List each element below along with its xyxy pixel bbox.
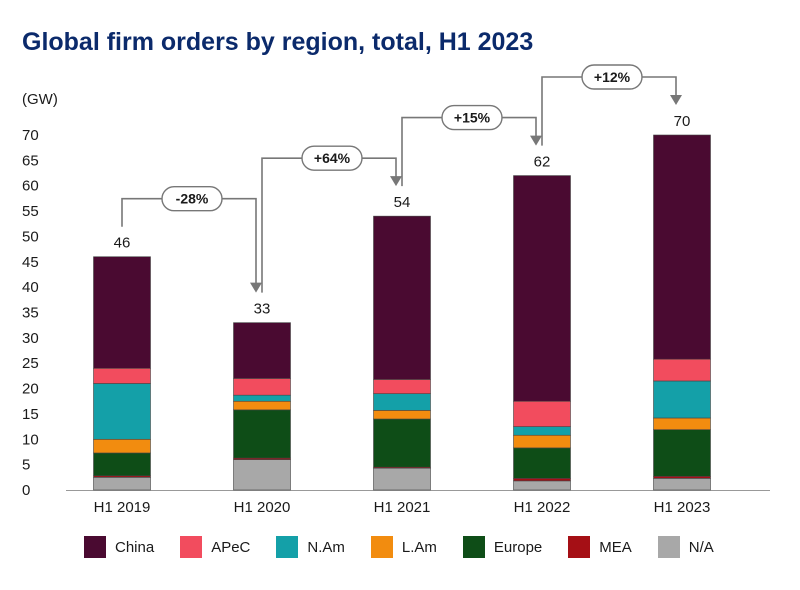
legend-swatch bbox=[84, 536, 106, 558]
bar-segment bbox=[93, 452, 151, 477]
legend-label: APeC bbox=[211, 538, 251, 556]
y-axis-unit: (GW) bbox=[22, 91, 58, 108]
legend-item: APeC bbox=[180, 536, 250, 558]
change-badge bbox=[581, 64, 643, 90]
bar-segment bbox=[373, 418, 431, 468]
bar-segment bbox=[513, 480, 571, 491]
bar-segment bbox=[93, 367, 151, 384]
change-badge bbox=[441, 104, 503, 131]
x-tick-label: H1 2020 bbox=[234, 499, 291, 516]
bar-segment bbox=[233, 322, 291, 379]
y-tick-label: 65 bbox=[22, 152, 39, 169]
bar-total-label: 46 bbox=[114, 235, 131, 252]
x-tick-label: H1 2022 bbox=[514, 499, 571, 516]
change-label: -28% bbox=[176, 191, 209, 207]
legend-swatch bbox=[276, 536, 299, 558]
bar-segment bbox=[513, 447, 571, 479]
bar-segment bbox=[233, 459, 291, 491]
bar-segment bbox=[373, 379, 431, 394]
change-label: +12% bbox=[594, 69, 631, 85]
legend-label: N/A bbox=[688, 538, 714, 556]
bar-segment bbox=[513, 426, 571, 436]
legend-swatch bbox=[657, 536, 680, 558]
bar-segment bbox=[513, 434, 571, 449]
legend-item: MEA bbox=[568, 536, 632, 558]
chart-legend: China APeC N.Am L.Am Europe MEA N/A bbox=[84, 536, 740, 558]
legend-swatch bbox=[180, 536, 203, 558]
legend-label: MEA bbox=[599, 538, 632, 556]
bar-segment bbox=[513, 175, 571, 402]
legend-item: China bbox=[84, 536, 154, 558]
bar-total-label: 70 bbox=[674, 113, 691, 130]
y-tick-label: 10 bbox=[22, 431, 39, 448]
legend-label: China bbox=[115, 538, 155, 556]
bar-segment bbox=[373, 393, 431, 411]
bar-segment bbox=[653, 429, 711, 477]
change-badge bbox=[161, 186, 223, 212]
legend-label: N.Am bbox=[307, 538, 345, 556]
bar-segment bbox=[93, 256, 151, 369]
bar-segment bbox=[653, 417, 711, 430]
bar-segment bbox=[653, 358, 711, 382]
chart-title: Global firm orders by region, total, H1 … bbox=[22, 28, 534, 56]
y-tick-label: 0 bbox=[22, 482, 30, 499]
bar-total-label: 54 bbox=[394, 194, 411, 211]
x-tick-label: H1 2019 bbox=[94, 499, 151, 516]
y-tick-label: 20 bbox=[22, 381, 39, 398]
legend-swatch bbox=[370, 536, 393, 558]
bar-segment bbox=[233, 409, 291, 459]
bar-segment bbox=[513, 400, 571, 427]
bar-segment bbox=[653, 478, 711, 491]
bar-segment bbox=[233, 378, 291, 396]
x-tick-label: H1 2023 bbox=[654, 499, 711, 516]
change-label: +15% bbox=[454, 110, 491, 126]
bar-segment bbox=[373, 215, 431, 380]
y-tick-label: 40 bbox=[22, 279, 39, 296]
change-badge bbox=[301, 145, 363, 171]
bar-segment bbox=[93, 438, 151, 454]
y-tick-label: 5 bbox=[22, 457, 30, 474]
legend-item: N/A bbox=[657, 536, 714, 558]
bar-segment bbox=[653, 134, 711, 360]
bar-segment bbox=[653, 380, 711, 419]
x-tick-label: H1 2021 bbox=[374, 499, 431, 516]
y-tick-label: 15 bbox=[22, 406, 39, 423]
change-label: +64% bbox=[314, 150, 351, 166]
bar-segment bbox=[93, 477, 151, 491]
change-arrowhead bbox=[670, 95, 682, 105]
legend-swatch bbox=[462, 536, 485, 558]
y-tick-label: 50 bbox=[22, 228, 39, 245]
legend-swatch bbox=[568, 536, 591, 558]
bar-total-label: 33 bbox=[254, 301, 271, 318]
bar-segment bbox=[233, 394, 291, 402]
change-arrowhead bbox=[530, 135, 542, 146]
bar-segment bbox=[653, 476, 711, 479]
bar-segment bbox=[373, 467, 431, 491]
y-tick-label: 60 bbox=[22, 178, 39, 195]
legend-item: L.Am bbox=[370, 536, 437, 558]
bar-segment bbox=[373, 410, 431, 420]
bar-segment bbox=[233, 400, 291, 411]
y-tick-label: 30 bbox=[22, 330, 39, 347]
y-tick-label: 55 bbox=[22, 203, 39, 220]
legend-label: Europe bbox=[493, 538, 543, 556]
legend-label: L.Am bbox=[401, 538, 437, 556]
y-tick-label: 25 bbox=[22, 355, 39, 372]
y-tick-label: 35 bbox=[22, 305, 39, 322]
change-arrowhead bbox=[390, 176, 402, 187]
bar-segment bbox=[93, 383, 151, 440]
legend-item: N.Am bbox=[276, 536, 345, 558]
legend-item: Europe bbox=[462, 536, 543, 558]
change-arrowhead bbox=[250, 282, 262, 293]
y-tick-label: 45 bbox=[22, 254, 39, 271]
bar-total-label: 62 bbox=[534, 154, 551, 171]
bar-segment bbox=[513, 478, 571, 482]
y-tick-label: 70 bbox=[22, 127, 39, 144]
